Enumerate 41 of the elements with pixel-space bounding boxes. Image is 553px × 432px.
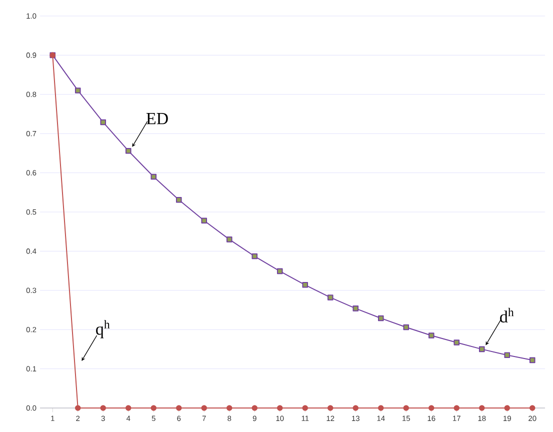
point bbox=[201, 218, 208, 224]
point bbox=[378, 315, 384, 322]
point bbox=[150, 174, 157, 180]
point bbox=[504, 405, 510, 411]
point bbox=[428, 332, 434, 338]
point bbox=[276, 405, 283, 411]
point bbox=[176, 405, 182, 411]
point bbox=[378, 405, 384, 411]
point bbox=[352, 306, 359, 312]
point bbox=[252, 405, 258, 411]
point bbox=[454, 405, 460, 411]
point bbox=[302, 282, 308, 288]
point bbox=[529, 405, 536, 411]
point bbox=[201, 405, 208, 411]
point bbox=[327, 405, 334, 411]
point bbox=[302, 405, 308, 411]
point bbox=[478, 405, 485, 411]
point bbox=[176, 196, 182, 203]
point bbox=[403, 324, 410, 330]
point bbox=[74, 88, 81, 94]
annotation: ED bbox=[146, 113, 168, 124]
point bbox=[100, 405, 106, 411]
point bbox=[428, 405, 434, 411]
point bbox=[454, 340, 460, 346]
point bbox=[252, 253, 258, 260]
point bbox=[403, 405, 410, 411]
point bbox=[529, 357, 536, 364]
point bbox=[100, 119, 106, 126]
point bbox=[125, 405, 132, 411]
point bbox=[125, 148, 132, 154]
point bbox=[276, 268, 283, 274]
annotation: d$^{h}$ bbox=[500, 308, 514, 323]
annotation: q$^{h}$ bbox=[96, 320, 110, 338]
point bbox=[504, 352, 510, 358]
point bbox=[150, 405, 157, 411]
point bbox=[478, 346, 485, 352]
point bbox=[352, 405, 359, 411]
point bbox=[327, 294, 334, 300]
point bbox=[226, 236, 232, 242]
point bbox=[226, 405, 232, 411]
point bbox=[74, 405, 81, 411]
